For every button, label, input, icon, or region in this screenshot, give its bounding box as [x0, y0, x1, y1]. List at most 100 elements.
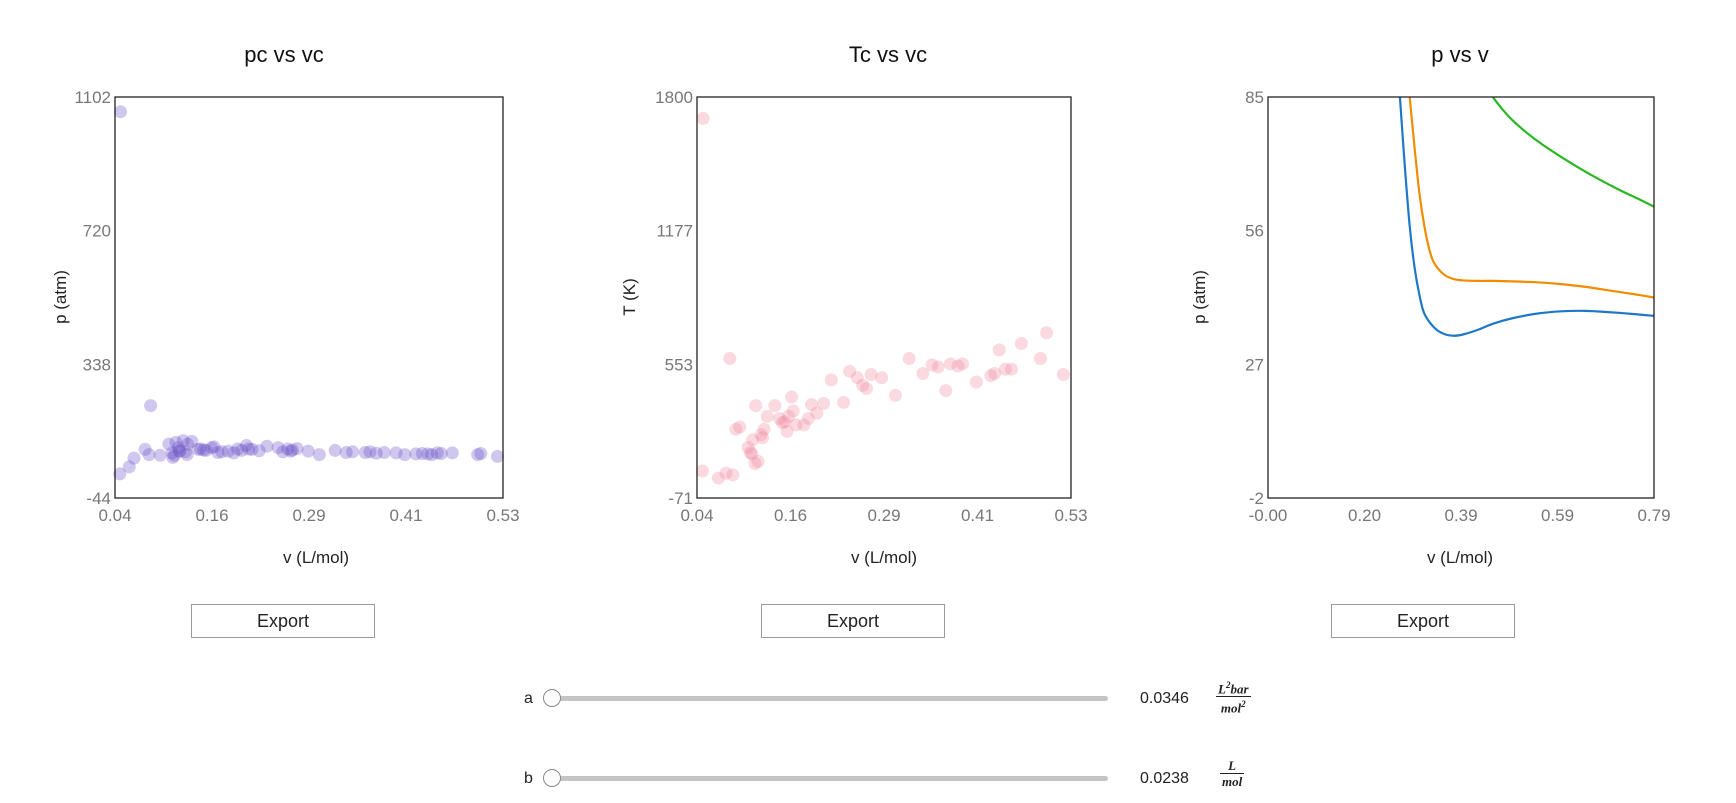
- data-point: [377, 446, 391, 460]
- x-tick-label: 0.29: [867, 506, 900, 525]
- data-point: [171, 441, 185, 455]
- tc-vs-vc-chart: Tc vs vc 0.04 0.16 0.29 0.41 0.53 -71 553 1177 1…: [620, 42, 1088, 567]
- data-point: [138, 442, 152, 456]
- data-point: [227, 446, 241, 460]
- data-point: [199, 443, 213, 457]
- x-tick-label: 0.20: [1348, 506, 1381, 525]
- slider-track-a[interactable]: [552, 696, 1108, 701]
- data-point: [951, 359, 965, 373]
- x-tick-label: 0.16: [774, 506, 807, 525]
- data-point: [172, 444, 186, 458]
- data-point: [1004, 362, 1018, 376]
- data-points: [113, 105, 504, 481]
- unit-numerator-rest: bar: [1230, 681, 1249, 697]
- data-point: [339, 446, 353, 460]
- y-tick-label: 56: [1245, 222, 1264, 241]
- data-point: [430, 446, 444, 460]
- y-tick-label: 720: [83, 222, 111, 241]
- series-line: [1491, 97, 1654, 208]
- data-point: [389, 446, 403, 460]
- data-point: [301, 444, 315, 458]
- series-line: [1408, 97, 1654, 299]
- y-tick-label: -44: [86, 489, 111, 508]
- x-tick-label: 0.04: [680, 506, 713, 525]
- data-point: [931, 360, 945, 374]
- tick-labels: 0.04 0.16 0.29 0.41 0.53 -44 338 720 1102: [74, 88, 519, 525]
- slider-thumb-a[interactable]: [543, 689, 561, 707]
- data-point: [969, 375, 983, 389]
- data-point: [113, 467, 127, 481]
- data-point: [434, 447, 448, 461]
- data-point: [398, 448, 412, 462]
- x-axis-label: v (L/mol): [851, 548, 917, 567]
- data-point: [207, 440, 221, 454]
- data-point: [824, 373, 838, 387]
- data-point: [276, 445, 290, 459]
- data-point: [754, 428, 768, 442]
- slider-value-a: 0.0346: [1140, 690, 1189, 707]
- data-point: [271, 441, 285, 455]
- slider-thumb-b[interactable]: [543, 769, 561, 787]
- data-point: [1056, 368, 1070, 382]
- unit-numerator-exponent: 2: [1225, 680, 1231, 690]
- x-tick-label: -0.00: [1249, 506, 1288, 525]
- series-line: [1398, 97, 1654, 337]
- y-tick-label: 85: [1245, 88, 1264, 107]
- data-point: [474, 447, 488, 461]
- y-tick-label: 338: [83, 355, 111, 374]
- data-point: [902, 351, 916, 365]
- data-point: [741, 440, 755, 454]
- data-point: [749, 399, 763, 413]
- y-tick-label: -71: [668, 489, 693, 508]
- data-point: [260, 439, 274, 453]
- data-point: [751, 454, 765, 468]
- data-point: [445, 446, 459, 460]
- data-point: [363, 445, 377, 459]
- data-point: [346, 445, 360, 459]
- x-axis-label: v (L/mol): [283, 548, 349, 567]
- pc-vs-vc-chart: pc vs vc 0.04 0.16 0.29 0.41 0.53 -44 338 720 11…: [51, 42, 520, 567]
- data-point: [843, 364, 857, 378]
- tick-labels: -0.00 0.20 0.39 0.59 0.79 -2 27 56 85: [1245, 88, 1670, 525]
- data-point: [785, 390, 799, 404]
- export-button-tc-vs-vc[interactable]: Export: [761, 604, 945, 638]
- x-tick-label: 0.79: [1637, 506, 1670, 525]
- data-point: [425, 448, 439, 462]
- data-point: [122, 460, 136, 474]
- data-point: [837, 395, 851, 409]
- data-point: [185, 434, 199, 448]
- data-point: [992, 343, 1006, 357]
- data-point: [245, 442, 259, 456]
- data-point: [235, 443, 249, 457]
- y-tick-label: 1102: [74, 88, 111, 107]
- unit-denominator: mol: [1220, 700, 1242, 716]
- data-point: [178, 445, 192, 459]
- x-tick-label: 0.16: [195, 506, 228, 525]
- data-lines: [1398, 97, 1654, 337]
- data-points: [695, 111, 1070, 485]
- data-point: [850, 371, 864, 385]
- data-point: [180, 448, 194, 462]
- data-point: [719, 466, 733, 480]
- export-button-p-vs-v[interactable]: Export: [1331, 604, 1515, 638]
- data-point: [984, 369, 998, 383]
- data-point: [856, 378, 870, 392]
- y-tick-label: 1800: [655, 88, 693, 107]
- data-point: [127, 451, 141, 465]
- data-point: [144, 399, 158, 413]
- data-point: [756, 431, 770, 445]
- y-tick-label: 553: [665, 355, 693, 374]
- data-point: [490, 449, 504, 463]
- data-point: [285, 443, 299, 457]
- x-axis-label: v (L/mol): [1427, 548, 1493, 567]
- export-button-pc-vs-vc[interactable]: Export: [191, 604, 375, 638]
- data-point: [221, 444, 235, 458]
- data-point: [746, 433, 760, 447]
- data-point: [242, 442, 256, 456]
- data-point: [231, 442, 245, 456]
- p-vs-v-chart: p vs v -0.00 0.20 0.39 0.59 0.79 -2 27 56 85 v (…: [1190, 42, 1671, 567]
- data-point: [166, 450, 180, 464]
- slider-track-b[interactable]: [552, 776, 1108, 781]
- chart-title: Tc vs vc: [849, 42, 927, 67]
- x-tick-label: 0.39: [1444, 506, 1477, 525]
